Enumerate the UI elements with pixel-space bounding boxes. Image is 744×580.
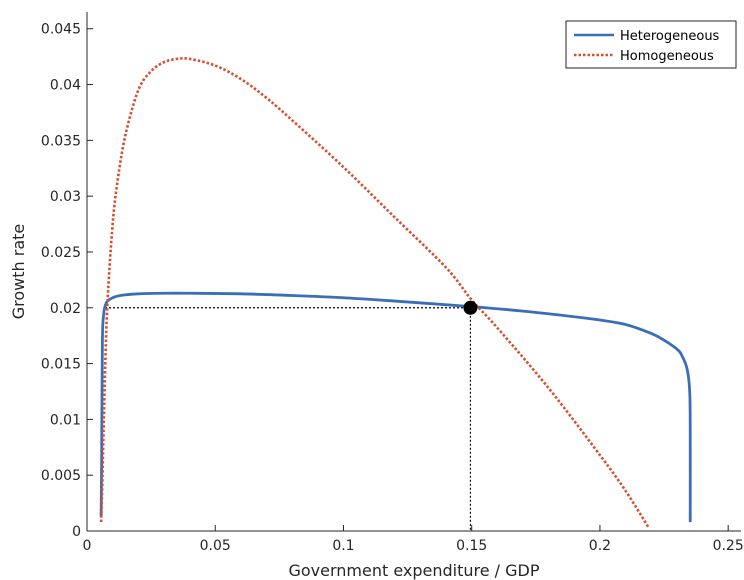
y-tick-label: 0.01 [50, 412, 81, 428]
legend: Heterogeneous Homogeneous [565, 20, 737, 69]
y-tick-label: 0.025 [41, 245, 81, 261]
marker-layer [463, 300, 478, 315]
series-line-heterogeneous [99, 291, 692, 523]
x-axis-title: Government expenditure / GDP [288, 561, 539, 580]
x-tick-label: 0.15 [456, 538, 487, 554]
series-line-homogeneous [99, 56, 650, 529]
intersection-point [463, 300, 478, 315]
legend-label-homogeneous: Homogeneous [620, 49, 714, 64]
x-tick-label: 0.25 [713, 538, 744, 554]
series-layer [99, 56, 692, 529]
y-tick-label: 0.015 [41, 357, 81, 373]
legend-label-heterogeneous: Heterogeneous [620, 29, 720, 44]
y-tick-label: 0.04 [50, 78, 81, 94]
y-tick-label: 0.02 [50, 301, 81, 317]
x-tick-label: 0 [83, 538, 92, 554]
x-tick-label: 0.1 [332, 538, 354, 554]
y-tick-label: 0 [72, 524, 81, 540]
y-tick-label: 0.035 [41, 133, 81, 149]
legend-box [565, 20, 737, 69]
x-tick-label: 0.2 [589, 538, 611, 554]
guide-lines [105, 307, 472, 531]
x-tick-label: 0.05 [200, 538, 231, 554]
y-tick-label: 0.03 [50, 189, 81, 205]
y-tick-label: 0.045 [41, 22, 81, 38]
axes: 0 0.05 0.1 0.15 0.2 0.25 00.0050.010.0150.020… [41, 12, 744, 554]
y-tick-label: 0.005 [41, 468, 81, 484]
y-ticks: 0 0.005 0.01 0.015 0.02 0.025 0.03 0.035 0.04 0.0… [41, 22, 93, 540]
y-axis-title: Growth rate [9, 224, 28, 320]
x-ticks: 0 0.05 0.1 0.15 0.2 0.25 [83, 525, 744, 554]
